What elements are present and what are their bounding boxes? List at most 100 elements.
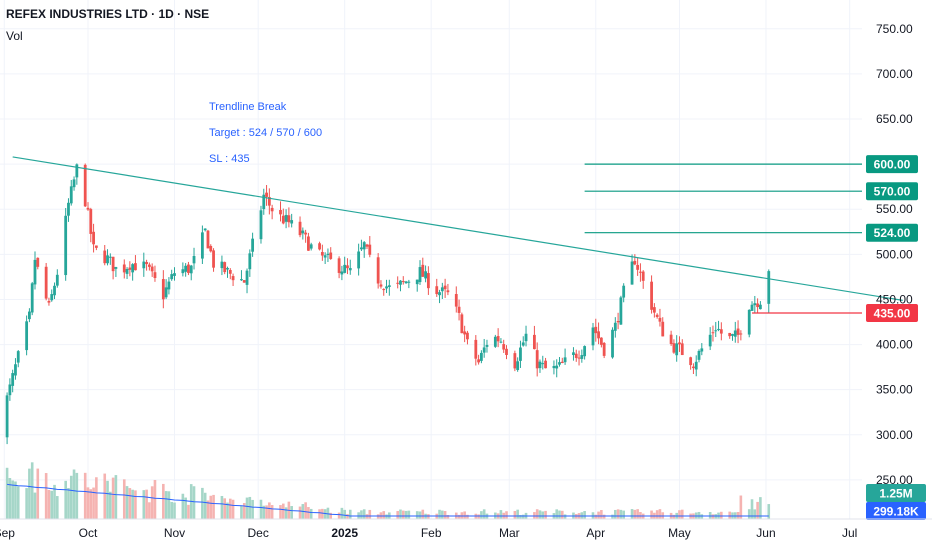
candle-body <box>131 264 135 273</box>
volume-bar <box>583 511 586 519</box>
candle-body <box>597 331 600 339</box>
candle-body <box>150 266 154 272</box>
candle-body <box>287 215 291 223</box>
volume-bar <box>318 509 321 519</box>
level-tag-label: 524.00 <box>874 226 911 240</box>
symbol-title[interactable]: REFEX INDUSTRIES LTD · 1D · NSE <box>6 7 210 21</box>
volume-bar <box>265 505 268 519</box>
candle-body <box>209 245 213 252</box>
volume-bar <box>658 509 662 519</box>
candle-body <box>574 353 578 358</box>
candle-body <box>502 344 506 350</box>
volume-bar <box>611 514 614 519</box>
candle-body <box>560 361 564 363</box>
candle-body <box>248 253 252 270</box>
candle-body <box>103 250 107 264</box>
candle-body <box>111 256 115 272</box>
candle-body <box>147 264 151 267</box>
candle-body <box>265 192 268 197</box>
volume-bar <box>69 475 73 519</box>
volume-bar <box>134 490 137 519</box>
price-tick-label: 300.00 <box>876 428 913 442</box>
candle-body <box>552 365 556 369</box>
candle-body <box>64 215 68 276</box>
volume-bar <box>103 473 107 519</box>
candle-body <box>170 274 174 280</box>
volume-bar <box>36 468 40 519</box>
candle-body <box>320 252 324 256</box>
candle-body <box>385 286 388 289</box>
price-tick-label: 650.00 <box>876 112 913 126</box>
volume-bar <box>30 462 34 519</box>
candle-body <box>689 357 693 366</box>
volume-bar <box>89 489 93 519</box>
stop-loss-tag <box>866 303 918 322</box>
volume-bar <box>750 499 754 519</box>
volume-indicator-label[interactable]: Vol <box>6 29 23 43</box>
candle-body <box>630 261 634 285</box>
volume-bar <box>597 511 600 519</box>
time-tick-label: Sep <box>0 526 15 540</box>
volume-bar <box>201 487 204 519</box>
candle-body <box>270 207 274 212</box>
volume-bar <box>187 504 190 519</box>
candle-body <box>365 244 369 247</box>
volume-bar <box>262 505 266 519</box>
candle-body <box>583 346 587 357</box>
volume-bar <box>173 502 176 519</box>
candle-body <box>477 359 480 363</box>
volume-bar <box>348 509 352 519</box>
volume-bar <box>418 511 422 519</box>
candle-body <box>181 269 185 274</box>
volume-bar <box>290 506 293 519</box>
candle-body <box>153 272 157 279</box>
candle-body <box>758 304 762 310</box>
volume-bar <box>499 510 503 519</box>
volume-bar <box>131 489 134 519</box>
target-tag <box>866 155 918 174</box>
trendline <box>12 156 903 301</box>
candle-body <box>348 267 352 271</box>
candle-body <box>164 287 168 298</box>
volume-bar <box>544 510 547 519</box>
price-tick-label: 500.00 <box>876 247 913 261</box>
volume-bar <box>153 479 157 519</box>
volume-bar <box>720 511 723 519</box>
volume-bar <box>714 514 718 519</box>
volume-bar <box>109 491 112 519</box>
candle-body <box>756 303 759 308</box>
candle-body <box>279 210 282 215</box>
volume-bar <box>64 480 67 519</box>
candle-body <box>636 264 640 270</box>
volume-bar <box>231 499 235 519</box>
volume-bar <box>8 478 12 519</box>
volume-bar <box>50 490 54 519</box>
candle-body <box>8 384 12 396</box>
candle-body <box>387 285 391 287</box>
candle-body <box>577 357 581 359</box>
time-tick-label: Jun <box>756 526 775 540</box>
volume-bar <box>340 507 344 519</box>
candle-body <box>382 289 386 291</box>
volume-bar <box>463 511 466 519</box>
candle-body <box>672 343 676 353</box>
candle-body <box>184 265 188 272</box>
candle-body <box>516 361 520 371</box>
candle-body <box>30 283 34 313</box>
candle-body <box>619 297 623 325</box>
candle-body <box>309 244 313 249</box>
volume-bar <box>92 487 95 519</box>
candle-body <box>346 265 349 269</box>
volume-bar <box>162 483 165 519</box>
candle-body <box>72 179 76 188</box>
volume-bar <box>427 514 430 519</box>
candle-body <box>47 300 51 303</box>
candle-body <box>259 210 263 240</box>
candle-body <box>499 341 503 343</box>
candle-body <box>189 265 193 274</box>
volume-bar <box>167 491 171 519</box>
volume-bar <box>407 510 411 519</box>
volume-bar <box>142 490 146 519</box>
level-tag-label: 435.00 <box>874 306 911 320</box>
